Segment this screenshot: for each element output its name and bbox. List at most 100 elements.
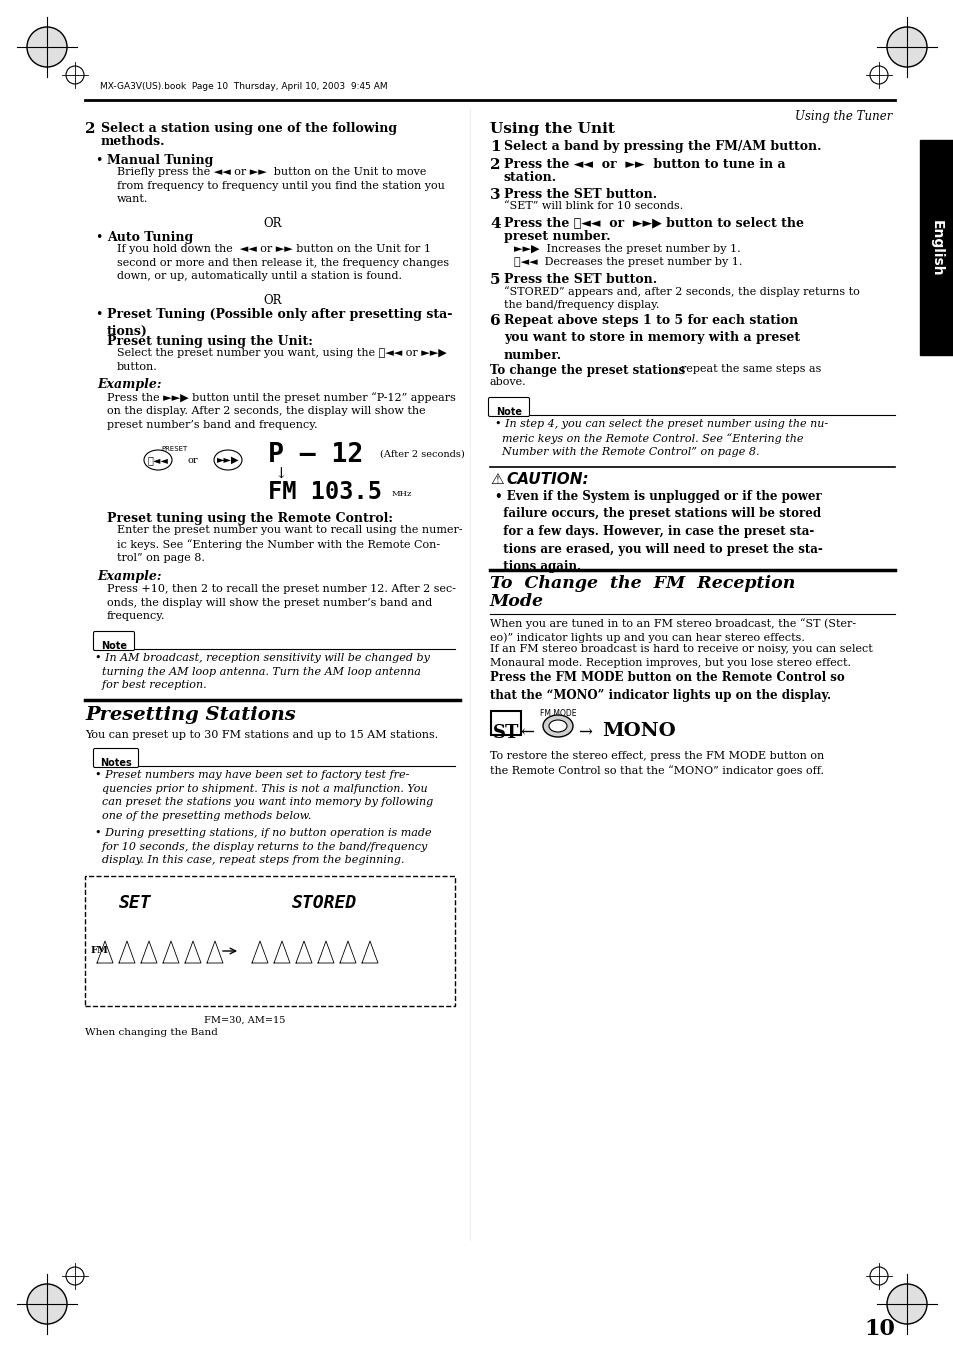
Text: Mode: Mode <box>490 593 543 611</box>
Circle shape <box>343 925 353 936</box>
Text: • Even if the System is unplugged or if the power
  failure occurs, the preset s: • Even if the System is unplugged or if … <box>495 490 821 573</box>
Text: MX-GA3V(US).book  Page 10  Thursday, April 10, 2003  9:45 AM: MX-GA3V(US).book Page 10 Thursday, April… <box>100 82 387 91</box>
Circle shape <box>886 1283 926 1324</box>
Text: ↓: ↓ <box>274 467 288 482</box>
Text: SET: SET <box>118 894 152 912</box>
Text: “SET” will blink for 10 seconds.: “SET” will blink for 10 seconds. <box>503 201 682 211</box>
FancyBboxPatch shape <box>488 397 529 416</box>
Ellipse shape <box>548 720 566 732</box>
Text: , repeat the same steps as: , repeat the same steps as <box>673 363 821 374</box>
Ellipse shape <box>144 450 172 470</box>
Text: Enter the preset number you want to recall using the numer-
ic keys. See “Enteri: Enter the preset number you want to reca… <box>117 526 462 563</box>
Circle shape <box>100 925 110 936</box>
Circle shape <box>298 925 309 936</box>
Circle shape <box>276 925 287 936</box>
Text: Manual Tuning: Manual Tuning <box>107 154 213 168</box>
Circle shape <box>166 925 175 936</box>
Text: FM 103.5: FM 103.5 <box>268 480 381 504</box>
Text: MHz: MHz <box>392 490 412 499</box>
Text: Select a station using one of the following: Select a station using one of the follow… <box>101 122 396 135</box>
Text: CAUTION:: CAUTION: <box>505 471 588 486</box>
Text: FM: FM <box>91 946 109 955</box>
Text: Press the SET button.: Press the SET button. <box>503 188 657 201</box>
Text: Press the SET button.: Press the SET button. <box>503 273 657 286</box>
Text: To restore the stereo effect, press the FM MODE button on
the Remote Control so : To restore the stereo effect, press the … <box>490 751 823 775</box>
Text: Press the ◄◄  or  ►►  button to tune in a: Press the ◄◄ or ►► button to tune in a <box>503 158 785 172</box>
Circle shape <box>886 27 926 68</box>
Text: • During presetting stations, if no button operation is made
  for 10 seconds, t: • During presetting stations, if no butt… <box>95 828 431 865</box>
Text: You can preset up to 30 FM stations and up to 15 AM stations.: You can preset up to 30 FM stations and … <box>85 730 437 740</box>
Text: Using the Tuner: Using the Tuner <box>794 109 891 123</box>
Text: P – 12: P – 12 <box>268 442 363 467</box>
Text: above.: above. <box>490 377 526 386</box>
Circle shape <box>27 27 67 68</box>
Text: preset number.: preset number. <box>503 230 610 243</box>
Text: Press +10, then 2 to recall the preset number 12. After 2 sec-
onds, the display: Press +10, then 2 to recall the preset n… <box>107 584 456 621</box>
Text: To change the preset stations: To change the preset stations <box>490 363 684 377</box>
Text: Press the ⧏◄◄  or  ►►▶ button to select the: Press the ⧏◄◄ or ►►▶ button to select th… <box>503 218 803 230</box>
Text: station.: station. <box>503 172 557 184</box>
Text: Preset tuning using the Unit:: Preset tuning using the Unit: <box>107 335 313 349</box>
Ellipse shape <box>542 715 573 738</box>
Text: (After 2 seconds): (After 2 seconds) <box>379 450 464 459</box>
Text: English: English <box>929 220 943 277</box>
Text: When you are tuned in to an FM stereo broadcast, the “ST (Ster-
eo)” indicator l: When you are tuned in to an FM stereo br… <box>490 617 855 643</box>
Text: ⚠: ⚠ <box>490 471 503 486</box>
Circle shape <box>66 66 84 84</box>
Text: If an FM stereo broadcast is hard to receive or noisy, you can select
Monaural m: If an FM stereo broadcast is hard to rec… <box>490 644 872 667</box>
Text: FM MODE: FM MODE <box>539 709 576 717</box>
Text: Preset Tuning (Possible only after presetting sta-
tions): Preset Tuning (Possible only after prese… <box>107 308 452 338</box>
Circle shape <box>144 925 153 936</box>
Text: ←: ← <box>519 724 534 740</box>
Text: ⧏◄◄  Decreases the preset number by 1.: ⧏◄◄ Decreases the preset number by 1. <box>514 257 741 267</box>
Text: →: → <box>578 724 591 740</box>
Text: 6: 6 <box>490 313 500 328</box>
Text: • Preset numbers may have been set to factory test fre-
  quencies prior to ship: • Preset numbers may have been set to fa… <box>95 770 433 821</box>
Text: Press the FM MODE button on the Remote Control so
that the “MONO” indicator ligh: Press the FM MODE button on the Remote C… <box>490 671 843 701</box>
Text: MONO: MONO <box>601 721 675 740</box>
Ellipse shape <box>213 450 242 470</box>
Text: Notes: Notes <box>100 758 132 767</box>
FancyBboxPatch shape <box>93 748 138 767</box>
Text: FM=30, AM=15: FM=30, AM=15 <box>204 1016 285 1025</box>
Text: • In step 4, you can select the preset number using the nu-
  meric keys on the : • In step 4, you can select the preset n… <box>495 419 827 458</box>
Text: Press the ►►▶ button until the preset number “P-12” appears
on the display. Afte: Press the ►►▶ button until the preset nu… <box>107 392 456 430</box>
Text: OR: OR <box>263 218 281 230</box>
Text: Example:: Example: <box>97 570 161 584</box>
Text: If you hold down the  ◄◄ or ►► button on the Unit for 1
second or more and then : If you hold down the ◄◄ or ►► button on … <box>117 245 449 281</box>
Text: PRESET: PRESET <box>162 446 188 453</box>
Text: ⧏◄◄: ⧏◄◄ <box>148 457 169 465</box>
Text: Using the Unit: Using the Unit <box>490 122 615 136</box>
Text: “STORED” appears and, after 2 seconds, the display returns to
the band/frequency: “STORED” appears and, after 2 seconds, t… <box>503 286 859 311</box>
Text: Preset tuning using the Remote Control:: Preset tuning using the Remote Control: <box>107 512 393 526</box>
Text: ►►▶: ►►▶ <box>216 457 239 465</box>
Text: Presetting Stations: Presetting Stations <box>85 707 295 724</box>
Circle shape <box>122 925 132 936</box>
Text: STORED: STORED <box>292 894 357 912</box>
Circle shape <box>365 925 375 936</box>
Text: •: • <box>95 308 102 322</box>
Text: When changing the Band: When changing the Band <box>85 1028 217 1038</box>
Circle shape <box>66 1267 84 1285</box>
Text: Select the preset number you want, using the ⧏◄◄ or ►►▶
button.: Select the preset number you want, using… <box>117 349 446 372</box>
Text: Select a band by pressing the FM/AM button.: Select a band by pressing the FM/AM butt… <box>503 141 821 153</box>
FancyBboxPatch shape <box>93 631 134 650</box>
Text: 4: 4 <box>490 218 500 231</box>
Text: •: • <box>95 154 102 168</box>
Text: • In AM broadcast, reception sensitivity will be changed by
  turning the AM loo: • In AM broadcast, reception sensitivity… <box>95 653 430 690</box>
Text: Note: Note <box>101 640 127 651</box>
Circle shape <box>210 925 220 936</box>
Text: 2: 2 <box>490 158 500 172</box>
FancyBboxPatch shape <box>491 711 520 735</box>
Text: 3: 3 <box>490 188 500 203</box>
Circle shape <box>320 925 331 936</box>
Text: OR: OR <box>263 295 281 307</box>
Circle shape <box>188 925 198 936</box>
Text: ►►▶  Increases the preset number by 1.: ►►▶ Increases the preset number by 1. <box>514 245 740 254</box>
Text: 10: 10 <box>863 1319 894 1340</box>
Text: 2: 2 <box>85 122 95 136</box>
Text: Briefly press the ◄◄ or ►►  button on the Unit to move
from frequency to frequen: Briefly press the ◄◄ or ►► button on the… <box>117 168 444 204</box>
Text: 1: 1 <box>490 141 500 154</box>
Text: methods.: methods. <box>101 135 165 149</box>
Circle shape <box>869 1267 887 1285</box>
